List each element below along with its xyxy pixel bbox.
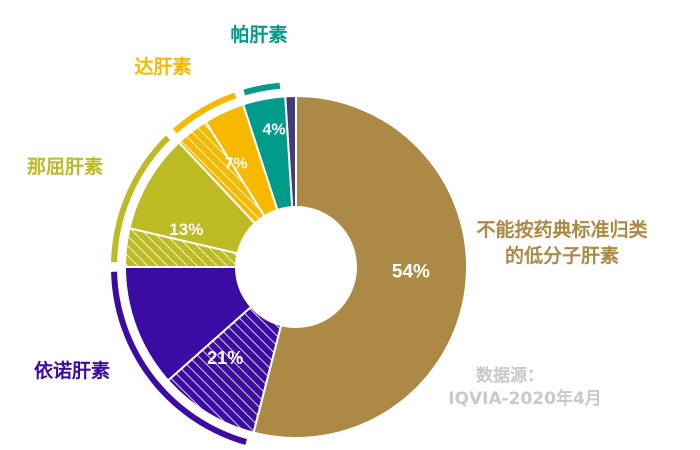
slice-other <box>284 94 297 209</box>
slice-value-labels: 54% 21% 13% 7% 4% <box>169 121 430 368</box>
category-label-line: 帕肝素 <box>230 23 287 46</box>
source-value: IQVIA-2020年4月 <box>448 388 602 409</box>
category-label-dalteparin: 达肝素 <box>134 55 191 78</box>
source-label: 数据源： <box>476 365 544 386</box>
value-label-parnaparin: 4% <box>263 121 286 138</box>
outer-arc-parnaparin <box>243 82 281 96</box>
value-label-dalteparin: 7% <box>224 156 247 173</box>
value-label-nadroparin: 13% <box>169 220 203 239</box>
category-label-line: 的低分子肝素 <box>505 244 619 267</box>
category-label-nadroparin: 那屈肝素 <box>27 155 103 178</box>
value-label-unclassified: 54% <box>392 262 430 283</box>
category-label-line: 那屈肝素 <box>27 155 103 178</box>
outer-arc-enoxaparin <box>111 271 247 445</box>
outer-arc-dalteparin <box>172 92 237 134</box>
hatch-enoxaparin <box>166 305 283 434</box>
category-label-line: 不能按药典标准归类 <box>476 218 647 241</box>
outer-category-arcs <box>111 82 281 445</box>
value-label-enoxaparin: 21% <box>207 348 243 368</box>
outer-arc-nadroparin <box>111 135 171 263</box>
hatched-portions <box>123 120 283 434</box>
category-label-enoxaparin: 依诺肝素 <box>34 359 110 382</box>
hatch-nadroparin <box>123 227 239 268</box>
slice-unclassified <box>252 94 468 439</box>
category-label-line: 依诺肝素 <box>34 359 110 382</box>
category-label-line: 达肝素 <box>134 55 191 78</box>
hatch-dalteparin <box>177 120 266 225</box>
donut-slices <box>123 94 468 439</box>
category-label-parnaparin: 帕肝素 <box>230 23 287 46</box>
category-label-unclassified: 不能按药典标准归类的低分子肝素 <box>476 218 647 267</box>
